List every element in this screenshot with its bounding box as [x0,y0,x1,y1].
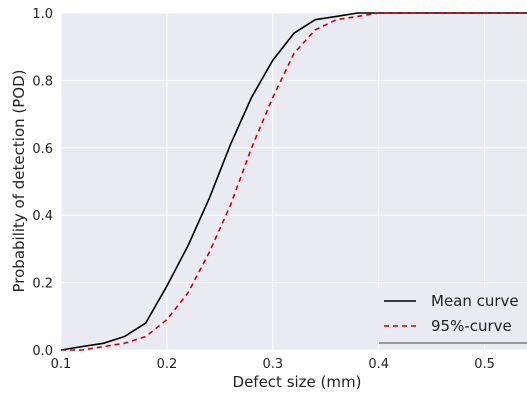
y-tick-label: 0.2 [32,277,53,292]
y-axis-label: Probability of detection (POD) [10,69,28,292]
legend-label-95: 95%-curve [431,317,512,335]
legend-label-mean: Mean curve [431,292,519,310]
x-tick-label: 0.5 [474,357,495,372]
ninety-five-curve-line [61,12,527,351]
x-tick-label: 0.4 [368,357,389,372]
x-axis-label: Defect size (mm) [233,373,362,391]
x-tick-label: 0.3 [262,357,283,372]
x-tick-label: 0.2 [157,357,178,372]
series-lines [60,12,527,351]
y-tick-label: 0.6 [32,142,53,157]
legend: Mean curve 95%-curve [377,288,527,344]
y-tick-label: 0.4 [32,209,53,224]
y-tick-label: 0.8 [32,74,53,89]
y-tick-label: 1.0 [32,7,53,22]
y-tick-label: 0.0 [32,344,53,359]
legend-box [377,288,527,344]
x-tick-label: 0.1 [51,357,72,372]
tick-labels: 0.1 0.2 0.3 0.4 0.5 0.0 0.2 0.4 0.6 0.8 1.0 [32,7,495,372]
